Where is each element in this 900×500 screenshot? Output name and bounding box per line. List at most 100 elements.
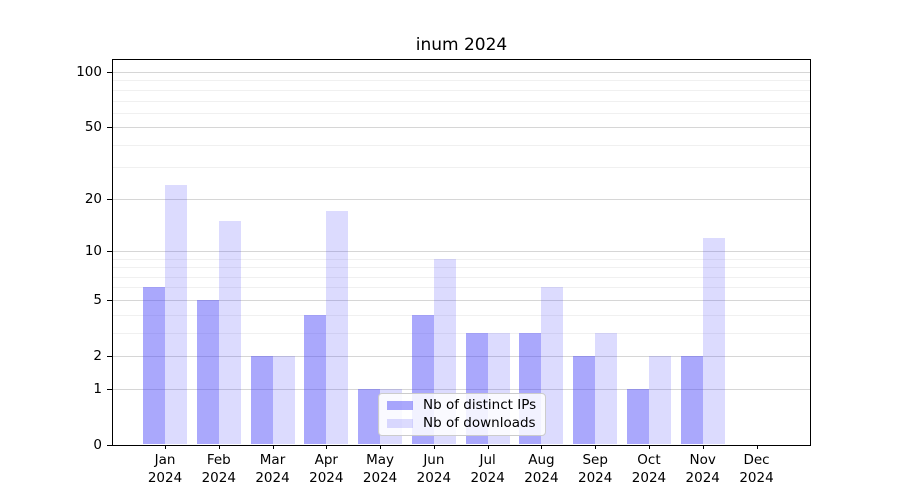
bar-nb-of-distinct-ips-feb-2024 <box>196 299 219 445</box>
x-tick-mark <box>702 445 704 449</box>
bar-nb-of-distinct-ips-oct-2024 <box>626 388 649 445</box>
gridline-minor <box>113 144 810 146</box>
x-tick-mark <box>541 445 543 449</box>
x-tick-year: 2024 <box>577 470 613 487</box>
x-tick-month: Jun <box>423 452 445 468</box>
bar-nb-of-distinct-ips-sep-2024 <box>573 355 596 445</box>
x-tick-label: Nov 2024 <box>661 451 745 487</box>
x-tick-mark <box>326 445 328 449</box>
gridline-minor <box>113 332 810 334</box>
y-tick-label: 1 <box>93 380 102 397</box>
x-tick-month: Dec <box>743 452 770 468</box>
gridline-major <box>113 72 810 74</box>
x-tick-month: May <box>366 452 395 468</box>
x-tick-mark <box>380 445 382 449</box>
y-tick-mark <box>107 355 112 357</box>
gridline-minor <box>113 258 810 260</box>
y-tick-label: 0 <box>93 436 102 453</box>
x-tick-label: Jul 2024 <box>446 451 530 487</box>
gridline-major <box>113 127 810 129</box>
bar-nb-of-distinct-ips-may-2024 <box>358 388 381 445</box>
y-tick-label: 2 <box>93 347 102 364</box>
x-tick-month: Nov <box>689 452 716 468</box>
y-tick-label: 5 <box>93 291 102 308</box>
x-tick-year: 2024 <box>524 470 559 487</box>
x-tick-month: Mar <box>259 452 286 468</box>
x-tick-mark <box>648 445 650 449</box>
gridline-minor <box>113 267 810 269</box>
x-tick-label: Oct 2024 <box>607 451 691 487</box>
x-tick-mark <box>165 445 166 449</box>
gridline-minor <box>113 167 810 169</box>
plot-area <box>112 59 811 446</box>
y-tick-mark <box>107 388 112 390</box>
bar-nb-of-distinct-ips-apr-2024 <box>304 314 327 445</box>
x-tick-month: Jan <box>154 452 176 468</box>
x-tick-month: Jul <box>479 452 496 468</box>
x-tick-year: 2024 <box>470 470 505 487</box>
x-tick-month: Apr <box>314 452 338 468</box>
x-tick-label: Feb 2024 <box>177 451 261 487</box>
bar-nb-of-downloads-aug-2024 <box>541 287 564 445</box>
bar-nb-of-downloads-jan-2024 <box>165 184 187 445</box>
x-tick-label: Jun 2024 <box>392 451 476 487</box>
bar-nb-of-downloads-sep-2024 <box>595 332 618 445</box>
gridline-minor <box>113 100 810 102</box>
bar-nb-of-distinct-ips-jan-2024 <box>143 287 165 445</box>
x-tick-label: Dec 2024 <box>715 451 799 487</box>
gridline-major <box>113 355 810 357</box>
x-tick-mark <box>218 445 220 449</box>
x-tick-month: Oct <box>637 452 661 468</box>
y-tick-label: 20 <box>84 190 102 207</box>
x-tick-label: Jan 2024 <box>123 451 207 487</box>
legend-item-distinct-ips: Nb of distinct IPs <box>387 396 537 413</box>
y-tick-mark <box>107 127 112 129</box>
y-tick-label: 100 <box>76 64 102 81</box>
x-tick-year: 2024 <box>309 470 344 487</box>
y-tick-mark <box>107 250 112 252</box>
bar-nb-of-distinct-ips-nov-2024 <box>680 355 703 445</box>
chart-title: inum 2024 <box>415 35 508 55</box>
y-tick-mark <box>107 72 112 74</box>
gridline-minor <box>113 80 810 82</box>
y-tick-mark <box>107 198 112 200</box>
gridline-major <box>113 388 810 390</box>
y-tick-mark <box>107 299 112 301</box>
x-tick-label: Aug 2024 <box>499 451 583 487</box>
x-tick-mark <box>756 445 758 449</box>
x-tick-year: 2024 <box>685 470 720 487</box>
x-tick-year: 2024 <box>201 470 236 487</box>
gridline-major <box>113 299 810 301</box>
bar-nb-of-downloads-mar-2024 <box>272 355 295 445</box>
bar-nb-of-downloads-feb-2024 <box>218 220 241 445</box>
x-tick-mark <box>272 445 274 449</box>
y-tick-label: 10 <box>84 242 102 259</box>
legend-label-downloads: Nb of downloads <box>423 415 536 431</box>
bar-nb-of-downloads-apr-2024 <box>326 211 349 445</box>
x-tick-month: Sep <box>582 452 608 468</box>
legend-item-downloads: Nb of downloads <box>387 415 537 431</box>
bar-nb-of-distinct-ips-mar-2024 <box>250 355 273 445</box>
x-tick-mark <box>487 445 489 449</box>
y-tick-label: 50 <box>84 119 102 136</box>
x-tick-year: 2024 <box>362 470 398 487</box>
y-tick-mark <box>107 444 112 446</box>
legend: Nb of distinct IPs Nb of downloads <box>378 393 546 436</box>
x-tick-month: Aug <box>528 452 555 468</box>
legend-swatch-distinct-ips <box>387 400 413 410</box>
x-tick-mark <box>433 445 435 449</box>
gridline-minor <box>113 314 810 316</box>
x-tick-year: 2024 <box>739 470 774 487</box>
x-tick-year: 2024 <box>631 470 667 487</box>
gridline-minor <box>113 276 810 278</box>
x-tick-label: Mar 2024 <box>231 451 315 487</box>
gridline-minor <box>113 89 810 91</box>
x-tick-label: Apr 2024 <box>284 451 368 487</box>
x-tick-label: Sep 2024 <box>553 451 637 487</box>
x-tick-label: May 2024 <box>338 451 422 487</box>
bar-nb-of-downloads-oct-2024 <box>648 355 671 445</box>
legend-label-distinct-ips: Nb of distinct IPs <box>423 396 537 413</box>
x-tick-year: 2024 <box>255 470 290 487</box>
gridline-major <box>113 198 810 200</box>
